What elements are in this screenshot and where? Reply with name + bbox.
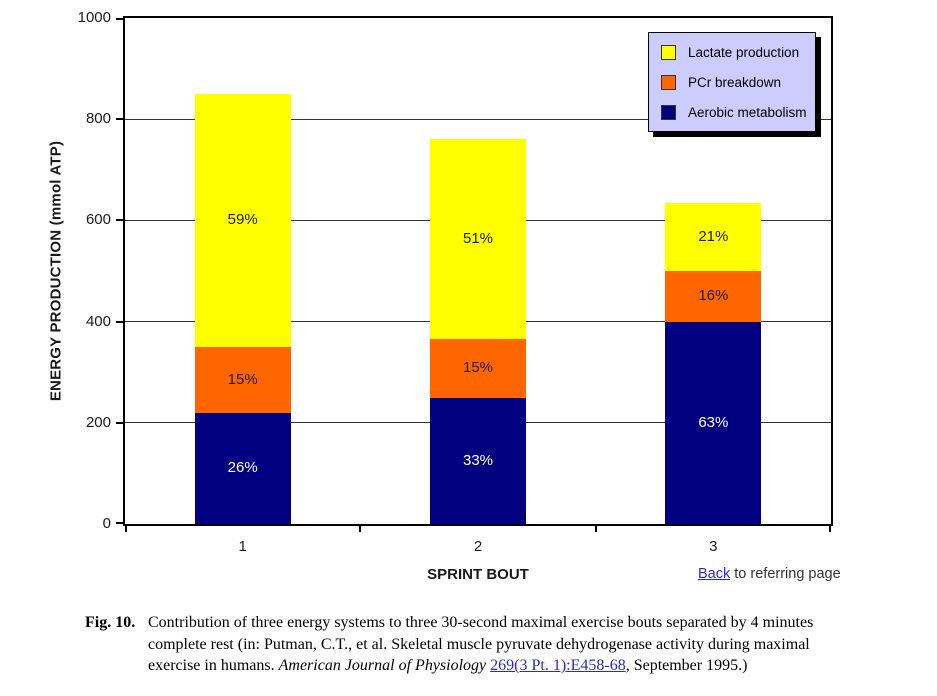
segment-percent-label: 21% [698,227,729,245]
bar-segment-lactate-production: 51% [430,139,526,340]
x-axis-tick [125,526,127,532]
y-axis-tick [116,219,123,222]
legend-label: PCr breakdown [688,74,782,90]
y-axis-tick [116,18,123,20]
bar-sprint-2: 33% 15% 51% [430,139,526,524]
segment-percent-label: 15% [227,370,258,388]
legend-item-aerobic-metabolism: Aerobic metabolism [661,97,811,127]
bar-segment-lactate-production: 21% [665,202,762,271]
bar-segment-aerobic-metabolism: 63% [665,321,762,524]
x-axis-tick [829,526,831,532]
segment-percent-label: 51% [462,230,494,248]
y-axis-tick-label: 400 [85,312,111,330]
x-axis-category-label: 3 [709,538,718,555]
text-run: to referring page [730,566,841,582]
bar-segment-pcr-breakdown: 16% [665,271,762,322]
segment-percent-label: 59% [227,211,258,229]
chart: ENERGY PRODUCTION (mmol ATP) 26% 15% 59% 33… [47,9,898,583]
bar-segment-aerobic-metabolism: 33% [430,397,526,524]
legend-label: Aerobic metabolism [688,104,807,120]
segment-percent-label: 15% [462,359,494,377]
bar-segment-pcr-breakdown: 15% [430,339,526,398]
text-run: Contribution of three energy systems to … [148,614,814,631]
gridline [125,118,831,120]
figure-caption-label: Fig. 10. [85,614,136,631]
y-axis-tick-label: 200 [85,413,111,431]
text-run: exercise in humans. [148,657,279,674]
x-axis-tick [594,526,597,532]
legend-swatch-pcr-breakdown [661,74,676,90]
legend-item-lactate-production: Lactate production [661,37,811,67]
x-axis-category-label: 2 [473,538,483,555]
bar-segment-pcr-breakdown: 15% [194,346,291,413]
text-run: complete rest (in: Putman, C.T., et al. … [148,635,810,653]
text-run: American Journal of Physiology [278,657,487,674]
bar-segment-lactate-production: 59% [194,93,291,347]
y-axis-tick [116,522,123,524]
x-axis-category-label: 1 [238,538,247,555]
figure-caption: Fig. 10. Contribution of three energy sy… [85,612,900,677]
y-axis-tick [116,320,123,323]
segment-percent-label: 26% [227,459,258,477]
y-axis-tick-label: 600 [85,211,111,229]
x-axis-tick [359,526,362,532]
legend: Lactate production PCr breakdown Aerobic m… [648,32,816,132]
y-axis-tick [116,421,123,424]
legend-swatch-lactate-production [661,44,676,60]
back-line: Back to referring page [698,566,898,582]
bar-segment-aerobic-metabolism: 26% [194,412,291,524]
legend-swatch-aerobic-metabolism [661,104,676,120]
figure-caption-text: Contribution of three energy systems to … [148,612,900,677]
y-axis-tick-label: 0 [102,515,111,532]
y-axis-tick-label: 800 [85,110,111,128]
segment-percent-label: 63% [698,413,729,431]
citation-link[interactable]: 269(3 Pt. 1):E458-68 [490,657,626,674]
legend-item-pcr-breakdown: PCr breakdown [661,67,811,97]
segment-percent-label: 16% [698,287,729,305]
y-axis-tick [116,118,123,121]
back-link[interactable]: Back [698,566,731,582]
segment-percent-label: 33% [462,451,494,469]
bar-sprint-1: 26% 15% 59% [194,93,291,524]
x-axis-title: SPRINT BOUT [427,566,529,583]
y-axis-tick-label: 1000 [77,9,111,26]
y-axis-title: ENERGY PRODUCTION (mmol ATP) [47,140,65,402]
legend-label: Lactate production [688,44,800,60]
text-run: , September 1995.) [625,657,748,674]
bar-sprint-3: 63% 16% 21% [665,202,762,524]
